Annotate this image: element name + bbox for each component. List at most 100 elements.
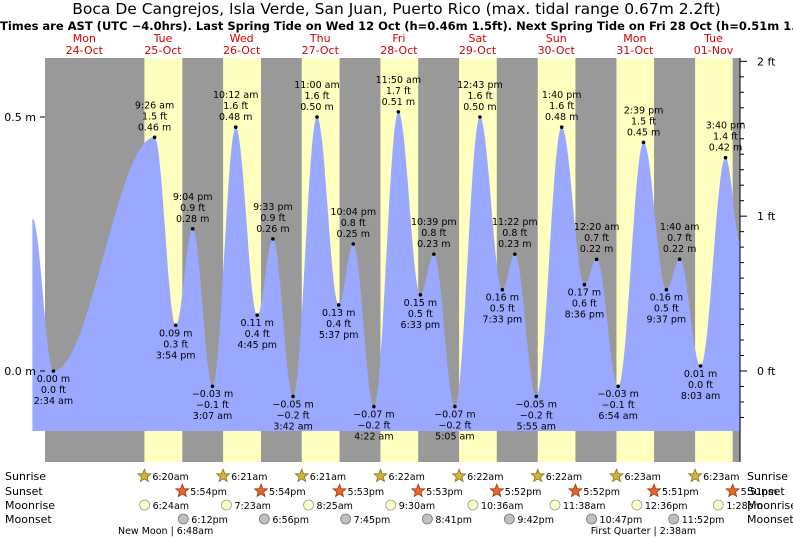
- tide-point: [664, 287, 669, 292]
- tide-time-label: 8:03 am: [681, 391, 720, 402]
- tide-ft-label: 0.8 ft: [502, 228, 527, 239]
- moonset-time: 6:12pm: [191, 515, 228, 526]
- tide-m-label: −0.05 m: [516, 399, 557, 410]
- tide-m-label: −0.07 m: [434, 410, 475, 421]
- tide-ft-label: −0.2 ft: [357, 421, 390, 432]
- tide-time-label: 3:54 pm: [156, 350, 196, 361]
- sunrise-icon: [530, 468, 546, 483]
- sunrise-icon: [608, 468, 624, 483]
- sunset-time: 5:51pm: [741, 487, 778, 498]
- tide-point: [210, 384, 215, 389]
- day-headers: Mon24-OctTue25-OctWed26-OctThu27-OctFri2…: [66, 32, 734, 57]
- tide-curve: [32, 112, 741, 431]
- row-label-left: Moonrise: [5, 499, 55, 512]
- tide-ft-label: 0.8 ft: [421, 228, 446, 239]
- sunrise-icon: [215, 468, 231, 483]
- y-right-tick-label: 1 ft: [757, 210, 776, 223]
- moonrise-icon: [303, 499, 314, 511]
- sunrise-icon: [294, 468, 310, 483]
- tide-time-label: 8:36 pm: [565, 310, 605, 321]
- moonset-icon: [177, 513, 189, 525]
- row-label-right: Moonset: [747, 513, 793, 526]
- tide-ft-label: −0.2 ft: [520, 410, 553, 421]
- tide-time-label: 11:22 pm: [492, 217, 538, 228]
- moon-phase: First Quarter | 2:38am: [591, 526, 696, 537]
- moonset-time: 9:42pm: [517, 515, 554, 526]
- tide-ft-label: −0.1 ft: [196, 400, 229, 411]
- moonrise-icon: [385, 499, 397, 511]
- tide-point: [173, 323, 178, 328]
- tide-m-label: 0.00 m: [37, 374, 70, 385]
- tide-time-label: 3:40 pm: [706, 121, 746, 132]
- moonset-time: 11:52pm: [682, 515, 725, 526]
- tide-point: [351, 242, 356, 246]
- tide-m-label: −0.05 m: [272, 399, 313, 410]
- tide-ft-label: 0.3 ft: [163, 339, 188, 350]
- sunrise-icon: [372, 468, 388, 483]
- tide-m-label: 0.42 m: [709, 143, 742, 154]
- y-left-tick-label: 0.0 m: [4, 365, 36, 378]
- tide-point: [418, 293, 423, 297]
- tide-ft-label: 0.5 ft: [408, 309, 433, 320]
- moonrise-time: 1:28pm: [726, 501, 763, 512]
- tide-ft-label: 0.4 ft: [245, 329, 270, 340]
- tide-point: [616, 384, 620, 389]
- tide-ft-label: 0.9 ft: [180, 203, 205, 214]
- day-name: Thu: [309, 32, 331, 45]
- tide-m-label: 0.17 m: [568, 288, 601, 299]
- sunrise-icon: [136, 468, 152, 483]
- day-date: 26-Oct: [223, 44, 261, 57]
- sunrise-time: 6:20am: [152, 472, 188, 483]
- day-name: Sun: [546, 32, 567, 45]
- tide-ft-label: 0.0 ft: [41, 385, 66, 396]
- day-date: 28-Oct: [380, 44, 418, 57]
- tide-time-label: 3:42 am: [273, 421, 312, 432]
- tide-m-label: −0.03 m: [192, 389, 233, 400]
- day-date: 31-Oct: [616, 44, 654, 57]
- tide-point: [698, 364, 703, 368]
- tide-time-label: 10:39 pm: [411, 217, 457, 228]
- sunset-time: 5:51pm: [662, 487, 699, 498]
- tide-m-label: −0.07 m: [353, 410, 394, 421]
- moonset-time: 6:56pm: [272, 515, 309, 526]
- moonset-icon: [503, 513, 515, 525]
- tide-area: [32, 112, 741, 431]
- moonrise-time: 12:36pm: [645, 501, 688, 512]
- tide-m-label: 0.13 m: [322, 308, 355, 319]
- tide-ft-label: 1.5 ft: [631, 116, 656, 127]
- tide-m-label: 0.01 m: [684, 369, 717, 380]
- tide-point: [641, 140, 646, 145]
- tide-time-label: 1:40 pm: [542, 90, 582, 101]
- tide-time-label: 9:33 pm: [253, 202, 293, 213]
- sunset-time: 5:54pm: [190, 487, 227, 498]
- tide-point: [190, 226, 195, 231]
- tide-time-label: 5:55 am: [517, 421, 556, 432]
- moonset-time: 7:45pm: [354, 515, 391, 526]
- moonrise-icon: [139, 499, 151, 511]
- tide-ft-label: −0.2 ft: [277, 410, 310, 421]
- moonset-icon: [421, 513, 433, 525]
- sunrise-time: 6:22am: [467, 472, 503, 483]
- row-label-left: Moonset: [5, 513, 52, 526]
- tide-time-label: 10:12 am: [213, 90, 258, 101]
- tide-time-label: 6:33 pm: [401, 320, 441, 331]
- day-name: Sat: [469, 32, 488, 45]
- tide-m-label: 0.22 m: [663, 244, 696, 255]
- tide-point: [291, 394, 295, 399]
- tide-ft-label: −0.1 ft: [602, 400, 635, 411]
- moonrise-icon: [549, 499, 561, 511]
- sunset-time: 5:53pm: [426, 487, 463, 498]
- sunset-icon: [489, 483, 505, 498]
- tide-point: [336, 303, 341, 307]
- tide-point: [582, 282, 587, 287]
- sunset-icon: [174, 483, 190, 498]
- sunrise-time: 6:23am: [703, 472, 739, 483]
- tide-point: [513, 252, 517, 256]
- day-name: Mon: [623, 32, 646, 45]
- tide-time-label: 9:37 pm: [647, 315, 687, 326]
- row-label-right: Moonrise: [747, 499, 793, 512]
- tide-ft-label: 0.5 ft: [490, 304, 515, 315]
- day-name: Mon: [73, 32, 96, 45]
